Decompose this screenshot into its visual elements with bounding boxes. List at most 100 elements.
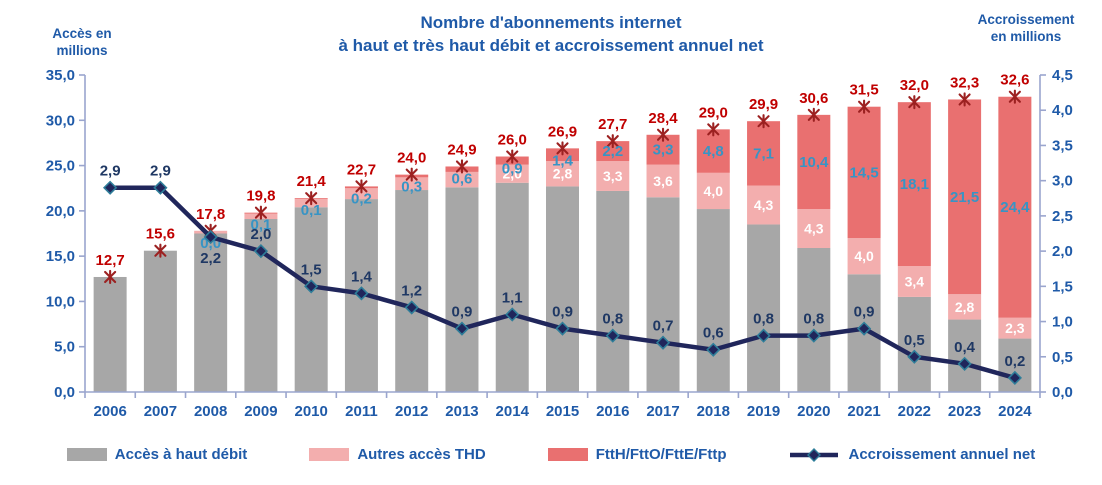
ftth-value-label: 0,1 [301, 202, 322, 219]
pink-swatch-icon [309, 448, 350, 461]
ftth-value-label: 1,4 [552, 152, 574, 169]
diamond-marker-icon [957, 356, 972, 371]
ftth-value-label: 10,4 [799, 154, 829, 171]
legend-label: Autres accès THD [357, 446, 486, 463]
year-label: 2016 [596, 403, 629, 420]
total-value-label: 29,0 [699, 104, 728, 121]
bar-segment [747, 224, 781, 392]
total-x-marker-icon [958, 92, 971, 107]
diamond-marker-icon [304, 279, 319, 294]
bar-segment [194, 233, 228, 392]
bar-segment [495, 164, 529, 183]
diamond-marker-icon [706, 342, 721, 357]
year-label: 2013 [445, 403, 478, 420]
left-axis-title-line1: Accès en [52, 26, 112, 41]
total-x-marker-icon [707, 122, 720, 137]
accroissement-value-label: 0,4 [954, 339, 976, 356]
thd-value-label: 4,3 [804, 221, 824, 237]
ftth-value-label: 0,3 [401, 179, 422, 196]
accroissement-value-label: 1,1 [502, 290, 523, 307]
thd-value-label: 2,8 [553, 166, 573, 182]
bar-segment [847, 106, 881, 239]
ftth-value-label: 0,2 [351, 190, 372, 207]
bar-segment [747, 185, 781, 225]
bar-segment [294, 207, 328, 392]
bar-segment [546, 186, 579, 392]
left-axis-tick-label: 10,0 [46, 293, 75, 310]
year-label: 2018 [697, 403, 730, 420]
bar-segment [143, 250, 177, 392]
diamond-marker-icon [605, 328, 620, 343]
diamond-marker-icon [153, 180, 168, 195]
diamond-marker-icon [856, 321, 872, 336]
accroissement-value-label: 0,8 [803, 311, 824, 328]
bar-segment [344, 188, 378, 200]
accroissement-value-label: 0,9 [552, 304, 573, 321]
right-axis-tick-label: 0,0 [1052, 384, 1073, 401]
legend-item-autres-thd: Autres accès THD [309, 446, 486, 463]
diamond-marker-icon [756, 328, 771, 343]
right-axis-tick-label: 1,0 [1052, 314, 1073, 331]
right-axis-title: Accroissement en millions [952, 12, 1100, 46]
chart-title-line2: à haut et très haut débit et accroisseme… [338, 35, 764, 55]
legend-item-haut-debit: Accès à haut débit [66, 446, 248, 463]
ftth-value-label: 0,1 [250, 217, 271, 234]
total-value-label: 32,6 [1000, 72, 1029, 89]
diamond-marker-icon [907, 349, 922, 364]
diamond-marker-icon [655, 335, 671, 350]
accroissement-value-label: 1,2 [401, 282, 422, 299]
total-x-marker-icon [757, 114, 770, 129]
total-value-label: 24,9 [447, 141, 476, 158]
thd-value-label: 4,0 [704, 183, 724, 199]
bar-segment [696, 172, 730, 210]
right-axis-tick-label: 3,5 [1052, 137, 1073, 154]
bar-segment [596, 141, 630, 162]
right-axis-title-line1: Accroissement [977, 12, 1075, 27]
diamond-marker-icon [505, 307, 520, 322]
year-label: 2021 [847, 403, 880, 420]
year-label: 2022 [898, 403, 931, 420]
total-value-label: 12,7 [96, 252, 125, 269]
diamond-marker-icon [253, 243, 269, 259]
total-x-marker-icon [104, 269, 117, 285]
year-label: 2015 [546, 403, 579, 420]
bar-segment [696, 209, 730, 392]
bar-segment [445, 171, 479, 188]
diamond-marker-icon [354, 286, 369, 301]
total-value-label: 31,5 [849, 82, 878, 99]
left-axis-tick-label: 5,0 [54, 339, 75, 356]
bar-segment [445, 187, 479, 392]
gray-swatch-icon [66, 448, 107, 461]
bar-segment [948, 319, 982, 392]
diamond-marker-icon [103, 180, 118, 195]
bar-segment [847, 238, 881, 275]
bar-segment [93, 276, 127, 392]
right-axis-tick-label: 2,0 [1052, 243, 1073, 260]
total-x-marker-icon [908, 95, 921, 110]
total-x-marker-icon [506, 149, 519, 164]
legend-label: Accès à haut débit [114, 446, 248, 463]
total-x-marker-icon [254, 205, 267, 220]
total-x-marker-icon [556, 141, 569, 156]
left-axis-title-line2: millions [56, 42, 108, 58]
ftth-value-label: 0,6 [452, 170, 473, 187]
ftth-value-label: 4,8 [703, 143, 724, 160]
accroissement-value-label: 2,9 [150, 163, 171, 180]
bar-segment [897, 266, 931, 297]
total-x-marker-icon [455, 159, 469, 174]
chart-title: Nombre d'abonnements internet à haut et … [0, 12, 1102, 58]
total-value-label: 28,4 [648, 110, 678, 127]
red-swatch-icon [547, 448, 588, 461]
bar-segment [797, 247, 831, 392]
total-x-marker-icon [305, 191, 318, 206]
year-label: 2011 [345, 403, 378, 420]
accroissement-value-label: 0,7 [653, 318, 674, 335]
diamond-marker-icon [203, 229, 218, 245]
total-x-marker-icon [656, 127, 670, 142]
left-axis-tick-label: 30,0 [46, 112, 75, 129]
bar-segment [696, 129, 730, 173]
right-axis-title-line2: en millions [990, 28, 1062, 44]
legend: Accès à haut débit Autres accès THD FttH… [0, 446, 1102, 463]
accroissement-value-label: 0,9 [854, 304, 875, 321]
